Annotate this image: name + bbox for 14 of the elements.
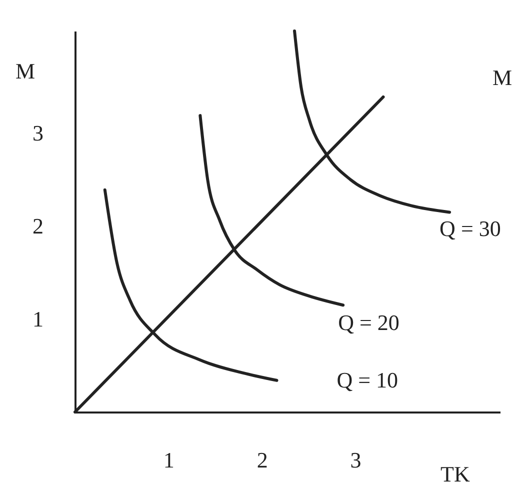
x-tick-label: 2 — [256, 448, 268, 472]
x-axis-title: TK — [440, 462, 470, 482]
text: Q = 10 — [336, 367, 398, 392]
y-tick-label: 2 — [32, 214, 44, 239]
y-axis-title: M — [16, 58, 36, 84]
y-tick-label: 3 — [32, 120, 44, 146]
line-series — [103, 188, 278, 382]
annotation: M — [492, 65, 512, 90]
x-tick-label: 1 — [163, 448, 174, 472]
x-tick-label: 3 — [350, 448, 362, 472]
y-tick-label: 1 — [32, 306, 44, 332]
line-series — [198, 114, 345, 307]
series-label: Q = 20 — [338, 310, 400, 336]
series-label: Q = 30 — [440, 216, 501, 242]
